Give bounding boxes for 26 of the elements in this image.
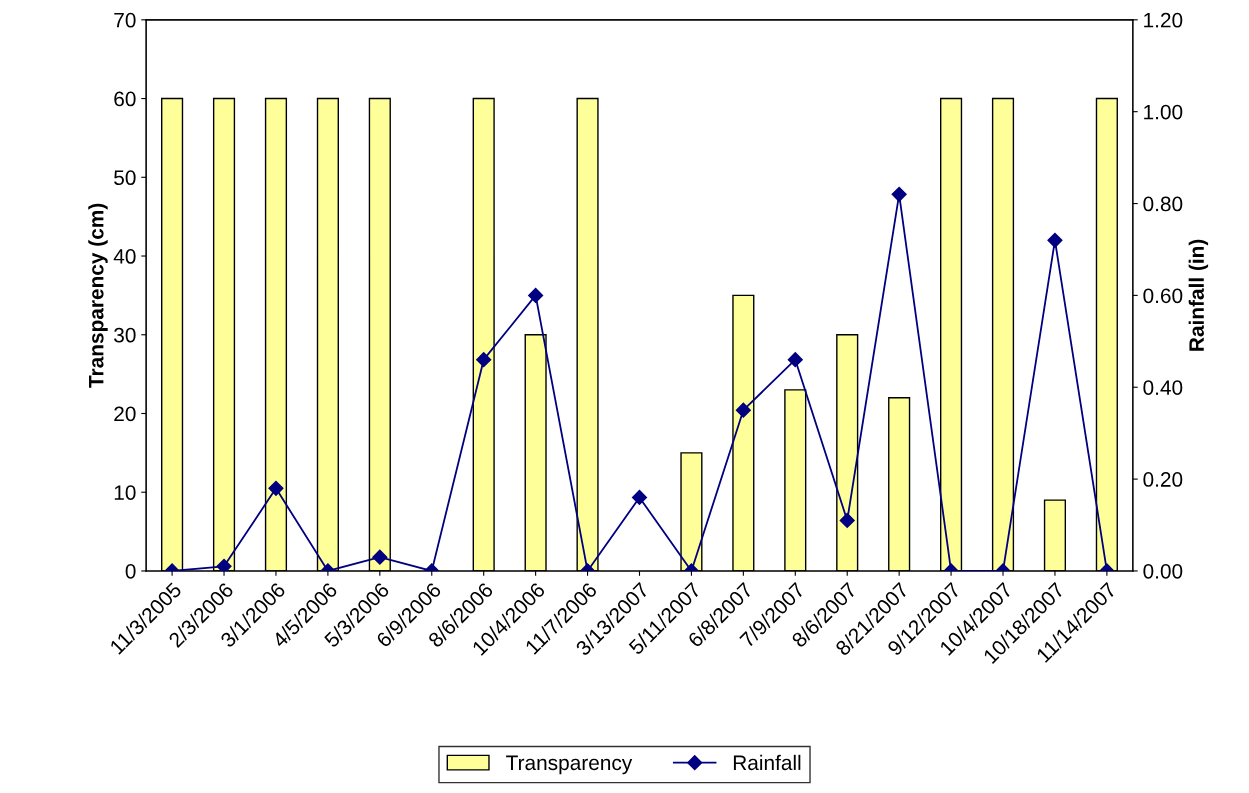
y-tick-label: 70 [114,12,136,28]
y2-tick-label: 0.00 [1143,563,1183,579]
y2-tick-label: 0.80 [1143,196,1183,212]
point [787,352,803,368]
y-tick-label: 0 [125,563,136,579]
y-tick-label: 60 [114,91,136,107]
y2-tick-label: 0.40 [1143,380,1183,395]
legend-label: Transparency [506,755,633,775]
point [476,352,492,368]
y-tick-label: 10 [114,485,136,500]
y2-axis-title: Rainfall (in) [1188,239,1209,351]
legend-label: Rainfall [733,754,801,771]
y-tick-label: 20 [114,406,136,422]
point [735,402,751,418]
y-tick-label: 50 [114,170,136,186]
point [528,287,544,303]
y2-tick-label: 1.20 [1144,12,1183,28]
y-tick-label: 40 [113,249,136,264]
y2-tick-label: 0.60 [1143,288,1183,304]
y2-tick-label: 1.00 [1144,104,1183,120]
point [1047,232,1063,248]
point [891,186,907,202]
y-axis-title: Transparency (cm) [88,203,108,388]
point [216,558,232,571]
y2-tick-label: 0.20 [1143,472,1183,487]
y-tick-label: 30 [114,327,136,343]
